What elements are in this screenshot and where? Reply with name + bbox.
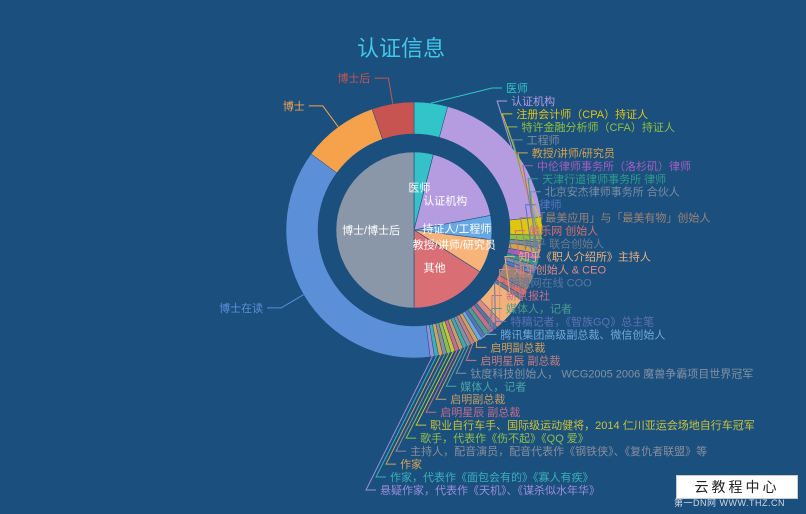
- outer-slice-label: 博士后: [337, 72, 370, 85]
- leader-line: [499, 269, 510, 326]
- outer-slice-label: 新京报社: [506, 288, 550, 302]
- outer-slice-label: 作家，代表作《面包会有的》《寡人有疾》: [390, 470, 594, 484]
- outer-slice-label: 注册会计师（CPA）持证人: [516, 107, 648, 121]
- outer-ring: [285, 101, 543, 359]
- outer-labels: 医师认证机构注册会计师（CPA）持证人特许金融分析师（CFA）持证人工程师教授/…: [219, 72, 755, 497]
- leader-line: [530, 191, 541, 269]
- leader-line: [519, 217, 532, 283]
- leader-line: [375, 355, 437, 478]
- chart-title: 认证信息: [357, 36, 445, 61]
- outer-slice-label: 腾讯集团高级副总裁、微信创始人: [500, 327, 665, 341]
- inner-slice-label: 持证人/工程师: [422, 222, 491, 236]
- outer-slice-label: 特许金融分析师（CFA）持证人: [521, 120, 674, 134]
- outer-slice-label: 新浪网在线 COO: [509, 276, 593, 290]
- leader-line: [494, 282, 505, 329]
- footer-note: 第一DN网 WWW.THZ.CN: [674, 498, 785, 508]
- inner-slice-label: 博士/博士后: [342, 224, 400, 237]
- outer-slice-label: 医师: [506, 82, 528, 95]
- leader-line: [455, 345, 470, 374]
- outer-slice-label: 「最美应用」与「最美有物」创始人: [534, 211, 710, 225]
- outer-slice-label: 北京安杰律师事务所 合伙人: [545, 185, 680, 199]
- leader-line: [504, 256, 515, 312]
- outer-slice-label: 中伦律师事务所（洛杉矶）律师: [537, 159, 691, 173]
- leader-line: [435, 348, 462, 400]
- outer-slice-label: 知乎 联合创始人: [524, 237, 604, 251]
- leader-line: [425, 350, 458, 413]
- inner-slice-label: 其他: [424, 262, 446, 275]
- outer-slice-label: 博士: [283, 100, 305, 113]
- leader-line: [483, 320, 507, 338]
- outer-slice-label: 作家: [400, 457, 422, 471]
- outer-slice-label: 工程师: [527, 134, 560, 147]
- leader-line: [479, 333, 497, 340]
- outer-slice-label: 知乎《职人介绍所》主持人: [519, 250, 651, 264]
- outer-slice-label: 触乐网 创始人: [529, 224, 598, 238]
- outer-slice-label: 教授/讲师/研究员: [532, 146, 615, 160]
- leader-line: [491, 294, 502, 332]
- leader-line: [509, 243, 523, 299]
- outer-slice-label: 职业自行车手、国际级运动健将，2014 仁川亚运会场地自行车冠军: [430, 418, 755, 432]
- leader-line: [514, 230, 526, 294]
- outer-slice-label: 知乎创始人 & CEO: [514, 263, 607, 277]
- outer-slice-label: 悬疑作家，代表作《天机》、《谋杀似水年华》: [380, 483, 600, 497]
- leader-line: [374, 77, 394, 104]
- leader-line: [415, 351, 454, 426]
- leader-line: [465, 343, 477, 361]
- outer-slice-label: 认证机构: [511, 94, 555, 108]
- outer-slice-label: 钛度科技创始人， WCG2005 2006 魔兽争霸项目世界冠军: [470, 366, 753, 380]
- outer-slice-label: 博士在读: [219, 301, 263, 315]
- leader-line: [395, 354, 446, 452]
- inner-slice-label: 医师: [408, 181, 430, 194]
- ring-gap: [318, 134, 510, 326]
- inner-slice-label: 认证机构: [423, 194, 467, 208]
- outer-slice-label: 启明副总裁: [490, 340, 545, 354]
- inner-slice[interactable]: [413, 229, 481, 309]
- inner-slice[interactable]: [335, 151, 415, 309]
- leader-line: [405, 352, 450, 439]
- outer-slice-label: 媒体人，记者: [460, 379, 526, 393]
- leader-line: [527, 178, 539, 264]
- leader-line: [475, 341, 487, 348]
- leader-line: [496, 100, 513, 148]
- outer-slice-label: 律师: [540, 199, 562, 212]
- inner-slice[interactable]: [413, 154, 491, 231]
- inner-slice-label: 教授/讲师/研究员: [413, 238, 496, 252]
- inner-ring: [335, 151, 493, 309]
- leader-line: [524, 204, 536, 273]
- outer-slice-label: 启明副总裁: [450, 392, 505, 406]
- outer-slice-label: 天津行道律师事务所 律师: [542, 172, 666, 186]
- outer-slice-label: 特稿记者，《智族GQ》总主笔: [510, 314, 654, 328]
- leader-line: [385, 354, 442, 465]
- leader-line: [430, 87, 502, 104]
- outer-slice-label: 媒体人，记者: [506, 301, 572, 315]
- leader-line: [365, 356, 433, 491]
- leader-line: [501, 113, 543, 227]
- leader-line: [308, 105, 339, 128]
- outer-slice-label: 歌手，代表作《伤不起》《QQ 爱》: [420, 431, 589, 445]
- leader-line: [487, 307, 502, 335]
- watermark-logo: 云教程中心: [676, 475, 798, 499]
- outer-slice-label: 主持人，配音演员，配音代表作《钢铁侠》、《复仇者联盟》等: [410, 444, 707, 458]
- leader-line: [267, 294, 304, 309]
- outer-slice-label: 启明星辰 副总裁: [480, 353, 560, 367]
- leader-line: [445, 347, 466, 387]
- outer-slice-label: 启明星辰 副总裁: [440, 405, 520, 419]
